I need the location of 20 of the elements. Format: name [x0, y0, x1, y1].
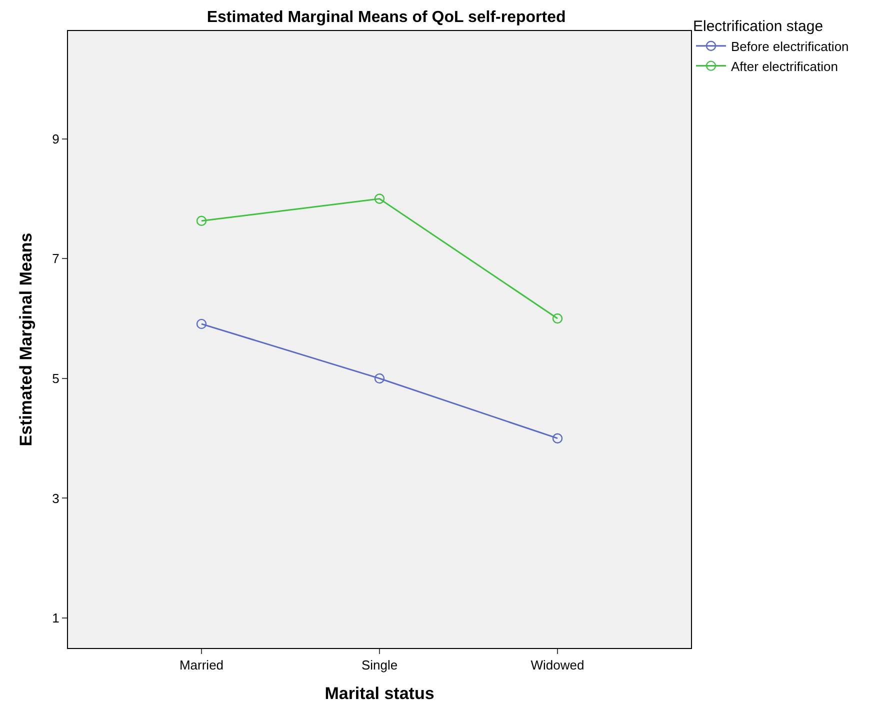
point — [196, 318, 207, 330]
legend-label: After electrification — [731, 58, 838, 74]
x-tick-label: Widowed — [530, 658, 584, 673]
x-tick-label: Married — [179, 658, 224, 673]
point — [552, 313, 563, 324]
y-tick-label: 1 — [52, 610, 60, 626]
chart-title: Estimated Marginal Means of QoL self-reported — [206, 8, 566, 26]
x-tick-label: Single — [361, 658, 398, 673]
legend-title: Electrification stage — [693, 18, 824, 35]
point — [374, 373, 385, 384]
y-axis-title: Estimated Marginal Means — [16, 232, 36, 446]
point — [196, 216, 207, 226]
y-tick-label: 9 — [52, 131, 60, 146]
legend-label: Before electrification — [731, 38, 849, 54]
point — [374, 194, 385, 204]
x-axis-title: Marital status — [324, 684, 434, 703]
y-tick-label: 3 — [52, 490, 60, 506]
y-tick-label: 5 — [52, 370, 60, 386]
y-tick-label: 7 — [52, 251, 60, 266]
point — [552, 433, 563, 444]
